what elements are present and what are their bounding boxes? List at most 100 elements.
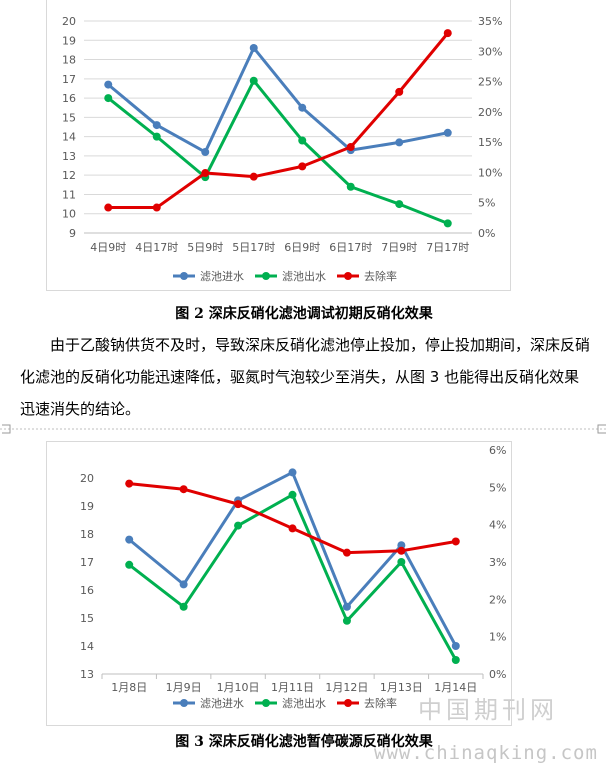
fig2-data-point-series-2	[346, 182, 355, 191]
fig2-data-point-series-1	[443, 128, 452, 137]
fig3-legend-swatch-marker	[262, 699, 270, 707]
fig2-data-point-series-3	[249, 172, 258, 181]
fig2-data-point-series-2	[395, 200, 404, 209]
fig3-x-tick-label: 1月11日	[271, 681, 314, 694]
fig3-legend-label: 滤池出水	[282, 696, 326, 710]
fig2-x-tick-label: 7日17时	[426, 241, 469, 254]
fig3-y2-tick-label: 6%	[489, 444, 506, 457]
fig2-y-tick-label: 12	[62, 169, 76, 182]
fig2-legend-swatch-marker	[344, 272, 352, 280]
fig2-series-line-3	[108, 32, 449, 210]
fig3-data-point-series-2	[234, 521, 243, 530]
fig3-x-tick-label: 1月9日	[166, 681, 202, 694]
fig2-y-tick-label: 10	[62, 208, 76, 221]
fig2-data-point-series-1	[104, 80, 113, 89]
fig3-legend-label: 滤池进水	[200, 697, 244, 710]
fig3-data-point-series-2	[125, 560, 134, 569]
fig2-data-point-series-1	[201, 148, 210, 157]
fig3-data-point-series-1	[397, 541, 406, 550]
fig2-legend-label: 滤池进水	[200, 270, 244, 283]
fig3-x-tick-label: 1月12日	[325, 681, 368, 694]
fig2-y2-tick-label: 30%	[478, 45, 502, 58]
fig3-data-point-series-3	[234, 500, 243, 509]
fig2-data-point-series-2	[443, 219, 452, 228]
fig3-data-point-series-1	[451, 642, 460, 650]
fig3-data-point-series-1	[288, 468, 297, 477]
fig3-legend-label: 去除率	[364, 696, 397, 710]
fig3-data-point-series-2	[397, 558, 406, 566]
fig2-y-tick-label: 14	[62, 131, 76, 144]
fig2-x-tick-label: 6日17时	[329, 241, 372, 254]
fig3-legend-swatch-marker	[344, 699, 352, 707]
body-paragraph: 由于乙酸钠供货不及时，导致深床反硝化滤池停止投加，停止投加期间，深床反硝化滤池的…	[20, 336, 591, 418]
fig2-legend-label: 去除率	[364, 269, 397, 283]
fig3-data-point-series-2	[451, 656, 460, 664]
fig2-data-point-series-1	[298, 103, 307, 112]
fig2-data-point-series-1	[249, 43, 258, 52]
fig3-y-tick-label: 20	[80, 472, 94, 485]
fig2-y-tick-label: 17	[62, 73, 76, 86]
fig2-y2-tick-label: 35%	[478, 15, 502, 28]
fig2-y2-tick-label: 20%	[478, 106, 502, 119]
fig3-data-point-series-3	[397, 546, 406, 555]
fig2-data-point-series-3	[298, 162, 307, 171]
fig3-data-point-series-1	[179, 580, 188, 589]
fig2-x-tick-label: 7日9时	[381, 241, 417, 254]
watermark-url: www.chinaqking.com	[374, 742, 598, 764]
fig3-x-tick-label: 1月14日	[434, 681, 477, 694]
fig3-data-point-series-2	[179, 602, 188, 611]
page-break-marker	[0, 424, 608, 434]
fig2-data-point-series-3	[201, 169, 210, 178]
fig3-x-tick-label: 1月8日	[111, 681, 147, 694]
figure-3-chart: 13 14 15 16 17 18 19 20 0% 1% 2% 3% 4% 5% 6% 1月8日 1月9日 1月…	[80, 444, 506, 710]
fig3-data-point-series-3	[125, 479, 134, 488]
fig3-data-point-series-3	[179, 485, 188, 494]
fig3-data-point-series-2	[288, 490, 297, 499]
fig2-data-point-series-3	[395, 87, 404, 96]
fig3-x-tick-label: 1月13日	[380, 681, 423, 694]
fig2-data-point-series-1	[395, 138, 404, 147]
fig2-y2-tick-label: 25%	[478, 76, 502, 89]
fig2-y-tick-label: 16	[62, 92, 76, 105]
fig2-x-tick-label: 4日9时	[90, 241, 126, 254]
fig3-y2-tick-label: 4%	[489, 519, 506, 532]
fig2-y-tick-label: 20	[62, 15, 76, 28]
fig3-data-point-series-2	[342, 616, 351, 625]
fig2-y-tick-label: 15	[62, 111, 76, 124]
figure-3-caption: 图 3 深床反硝化滤池暂停碳源反硝化效果	[175, 734, 433, 750]
fig2-y2-tick-label: 5%	[478, 197, 495, 210]
fig2-y2-tick-label: 15%	[478, 136, 502, 149]
fig2-y-tick-label: 13	[62, 150, 76, 163]
figure-2-chart: 9 10 11 12 13 14 15 16 17 18 19 20 0% 5% 10% 15% 20% 25% 3…	[62, 15, 502, 283]
fig2-y-tick-label: 18	[62, 54, 76, 67]
fig3-y-tick-label: 13	[80, 668, 94, 681]
fig3-series-line-2	[128, 493, 458, 661]
fig3-y-tick-label: 18	[80, 528, 94, 541]
fig2-series-line-2	[107, 79, 449, 225]
fig2-y-tick-label: 9	[69, 227, 76, 240]
fig3-data-point-series-3	[451, 537, 460, 546]
fig3-data-point-series-3	[288, 524, 297, 533]
fig2-data-point-series-3	[443, 29, 452, 38]
fig2-y2-tick-label: 0%	[478, 227, 495, 240]
fig2-x-tick-label: 6日9时	[284, 241, 320, 254]
fig3-y2-tick-label: 0%	[489, 668, 506, 681]
fig3-y2-tick-label: 5%	[489, 481, 506, 494]
figure-2-caption: 图 2 深床反硝化滤池调试初期反硝化效果	[175, 306, 433, 322]
fig2-legend-swatch-marker	[262, 272, 270, 280]
fig2-legend-label: 滤池出水	[282, 269, 326, 283]
fig3-y2-tick-label: 3%	[489, 556, 506, 569]
figure-3-chart-frame: 13 14 15 16 17 18 19 20 0% 1% 2% 3% 4% 5% 6% 1月8日 1月9日 1月…	[46, 441, 512, 726]
fig3-y2-tick-label: 1%	[489, 631, 506, 644]
fig3-y-tick-label: 17	[80, 556, 94, 569]
fig2-x-tick-label: 4日17时	[135, 241, 178, 254]
fig3-y-tick-label: 19	[80, 500, 94, 513]
fig2-x-tick-label: 5日9时	[187, 241, 223, 254]
fig2-data-point-series-2	[249, 76, 258, 85]
fig2-y-tick-label: 11	[62, 188, 76, 201]
fig2-x-tick-label: 5日17时	[232, 241, 275, 254]
fig3-y-tick-label: 14	[80, 640, 94, 653]
fig2-data-point-series-2	[104, 94, 113, 103]
fig2-legend-swatch-marker	[180, 272, 188, 280]
fig2-y-tick-label: 19	[62, 34, 76, 47]
